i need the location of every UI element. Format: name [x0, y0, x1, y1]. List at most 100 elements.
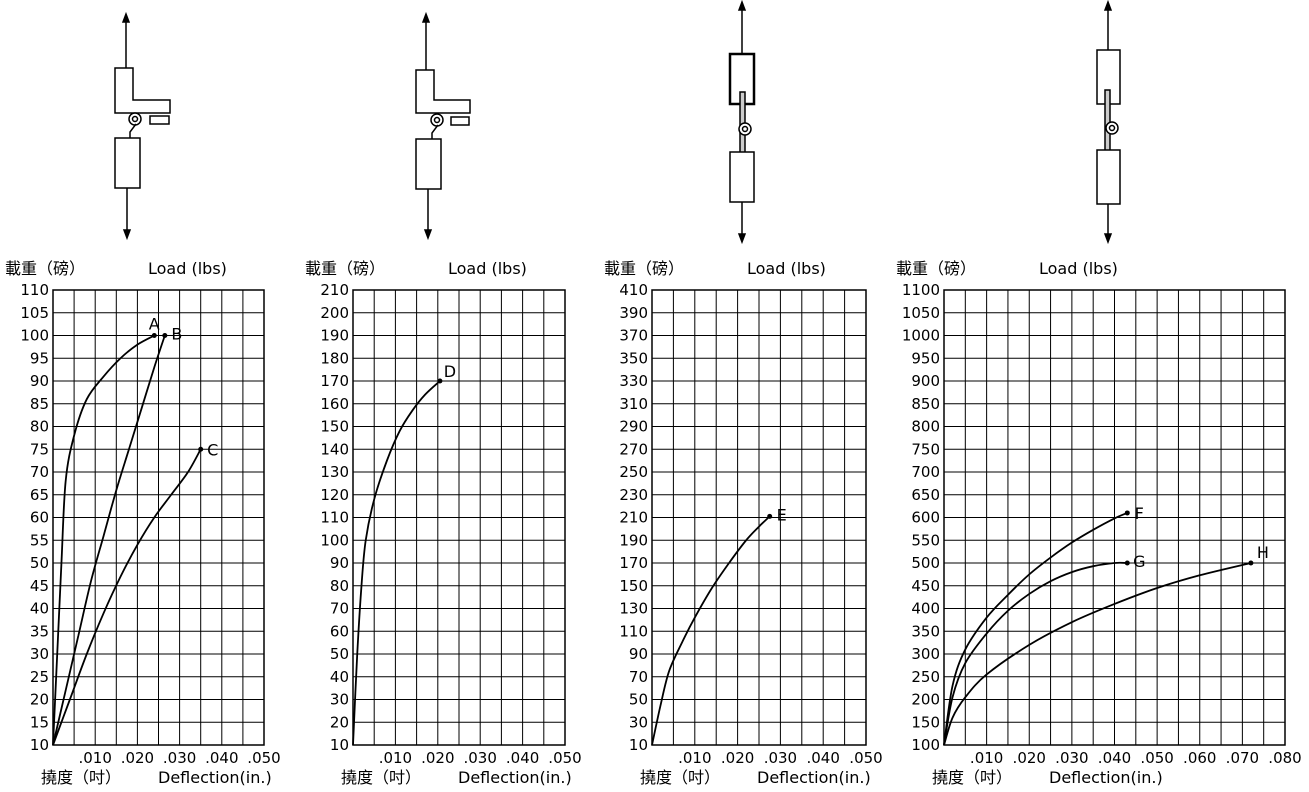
series-endpoint-E	[767, 513, 773, 519]
y-tick-label: 40	[330, 668, 349, 686]
y-tick-label: 500	[911, 554, 940, 572]
series-line-F	[943, 512, 1128, 746]
y-tick-label: 210	[320, 281, 349, 299]
y-tick-label: 400	[911, 600, 940, 618]
y-tick-label: 370	[619, 327, 648, 345]
y-tick-label: 330	[619, 372, 648, 390]
y-tick-label: 170	[619, 554, 648, 572]
x-tick-label: .080	[1268, 749, 1301, 767]
y-axis-title-cn: 載重（磅）	[896, 259, 976, 278]
y-tick-label: 1000	[902, 327, 940, 345]
y-tick-label: 350	[911, 622, 940, 640]
y-axis-title-en: Load (lbs)	[148, 259, 227, 278]
series-label-B: B	[171, 325, 182, 344]
y-tick-label: 70	[30, 463, 49, 481]
y-tick-label: 50	[330, 645, 349, 663]
y-tick-label: 55	[30, 531, 49, 549]
y-tick-label: 40	[30, 600, 49, 618]
y-tick-label: 45	[30, 577, 49, 595]
x-tick-label: .060	[1183, 749, 1216, 767]
x-tick-label: .020	[421, 749, 454, 767]
y-tick-label: 100	[911, 736, 940, 754]
y-tick-label: 900	[911, 372, 940, 390]
y-tick-label: 150	[619, 577, 648, 595]
chart-3: 10 30 50 70 90 110 130 150 170 190 210 230 250 270 290…	[604, 259, 883, 787]
y-tick-label: 200	[320, 304, 349, 322]
y-tick-label: 950	[911, 349, 940, 367]
y-tick-label: 25	[30, 668, 49, 686]
x-axis-title-cn: 撓度（吋）	[341, 768, 421, 787]
y-axis-title-cn: 載重（磅）	[604, 259, 684, 278]
y-tick-label: 10	[330, 736, 349, 754]
series-endpoint-D	[437, 378, 443, 384]
y-tick-label: 250	[911, 668, 940, 686]
x-tick-label: .040	[506, 749, 539, 767]
x-axis-title-en: Deflection(in.)	[158, 768, 272, 787]
y-tick-label: 100	[320, 531, 349, 549]
y-tick-label: 390	[619, 304, 648, 322]
y-tick-label: 90	[30, 372, 49, 390]
x-tick-label: .030	[764, 749, 797, 767]
x-tick-label: .040	[806, 749, 839, 767]
series-line-E	[651, 515, 771, 746]
y-tick-label: 190	[619, 531, 648, 549]
y-tick-label: 210	[619, 509, 648, 527]
y-tick-label: 200	[911, 691, 940, 709]
series-label-F: F	[1135, 504, 1144, 523]
y-tick-label: 35	[30, 622, 49, 640]
y-tick-label: 850	[911, 395, 940, 413]
series-endpoint-G	[1124, 560, 1130, 566]
series-label-C: C	[207, 440, 218, 459]
y-tick-label: 450	[911, 577, 940, 595]
y-tick-label: 110	[320, 509, 349, 527]
y-tick-label: 230	[619, 486, 648, 504]
series-endpoint-F	[1124, 510, 1130, 516]
y-tick-label: 150	[911, 713, 940, 731]
y-tick-label: 1100	[902, 281, 940, 299]
y-tick-label: 120	[320, 486, 349, 504]
x-tick-label: .020	[121, 749, 154, 767]
y-tick-label: 650	[911, 486, 940, 504]
x-tick-label: .070	[1226, 749, 1259, 767]
y-axis-title-en: Load (lbs)	[1039, 259, 1118, 278]
y-tick-label: 90	[629, 645, 648, 663]
x-tick-label: .050	[548, 749, 581, 767]
x-axis-title-cn: 撓度（吋）	[932, 768, 1012, 787]
x-tick-label: .040	[205, 749, 238, 767]
y-tick-label: 95	[30, 349, 49, 367]
y-tick-label: 10	[629, 736, 648, 754]
series-line-B	[52, 335, 166, 746]
series-label-A: A	[149, 315, 160, 334]
x-tick-label: .050	[849, 749, 882, 767]
x-axis-title-cn: 撓度（吋）	[41, 768, 121, 787]
y-tick-label: 700	[911, 463, 940, 481]
y-tick-label: 65	[30, 486, 49, 504]
y-tick-label: 70	[330, 600, 349, 618]
chart-2: 10 20 30 40 50 60 70 80 90 100 110 120 130 140 150 160 1…	[305, 259, 582, 787]
y-tick-label: 250	[619, 463, 648, 481]
x-tick-label: .010	[78, 749, 111, 767]
y-tick-label: 310	[619, 395, 648, 413]
series-line-A	[52, 334, 155, 746]
y-axis-title-en: Load (lbs)	[448, 259, 527, 278]
series-label-H: H	[1257, 543, 1269, 562]
y-tick-label: 20	[30, 691, 49, 709]
y-tick-label: 30	[30, 645, 49, 663]
x-tick-label: .010	[970, 749, 1003, 767]
x-axis-title-en: Deflection(in.)	[757, 768, 871, 787]
chart-4: 100 150 200 250 300 350 400 450 500 550 600 650 700 7…	[896, 259, 1302, 787]
x-tick-label: .030	[1055, 749, 1088, 767]
y-tick-label: 150	[320, 418, 349, 436]
y-tick-label: 350	[619, 349, 648, 367]
x-tick-label: .020	[1013, 749, 1046, 767]
y-tick-label: 290	[619, 418, 648, 436]
y-axis-title-cn: 載重（磅）	[5, 259, 85, 278]
series-label-E: E	[777, 505, 787, 524]
series-endpoint-C	[198, 446, 204, 452]
y-tick-label: 85	[30, 395, 49, 413]
y-tick-label: 110	[20, 281, 49, 299]
series-label-D: D	[444, 362, 456, 381]
y-tick-label: 410	[619, 281, 648, 299]
series-line-G	[943, 561, 1128, 746]
